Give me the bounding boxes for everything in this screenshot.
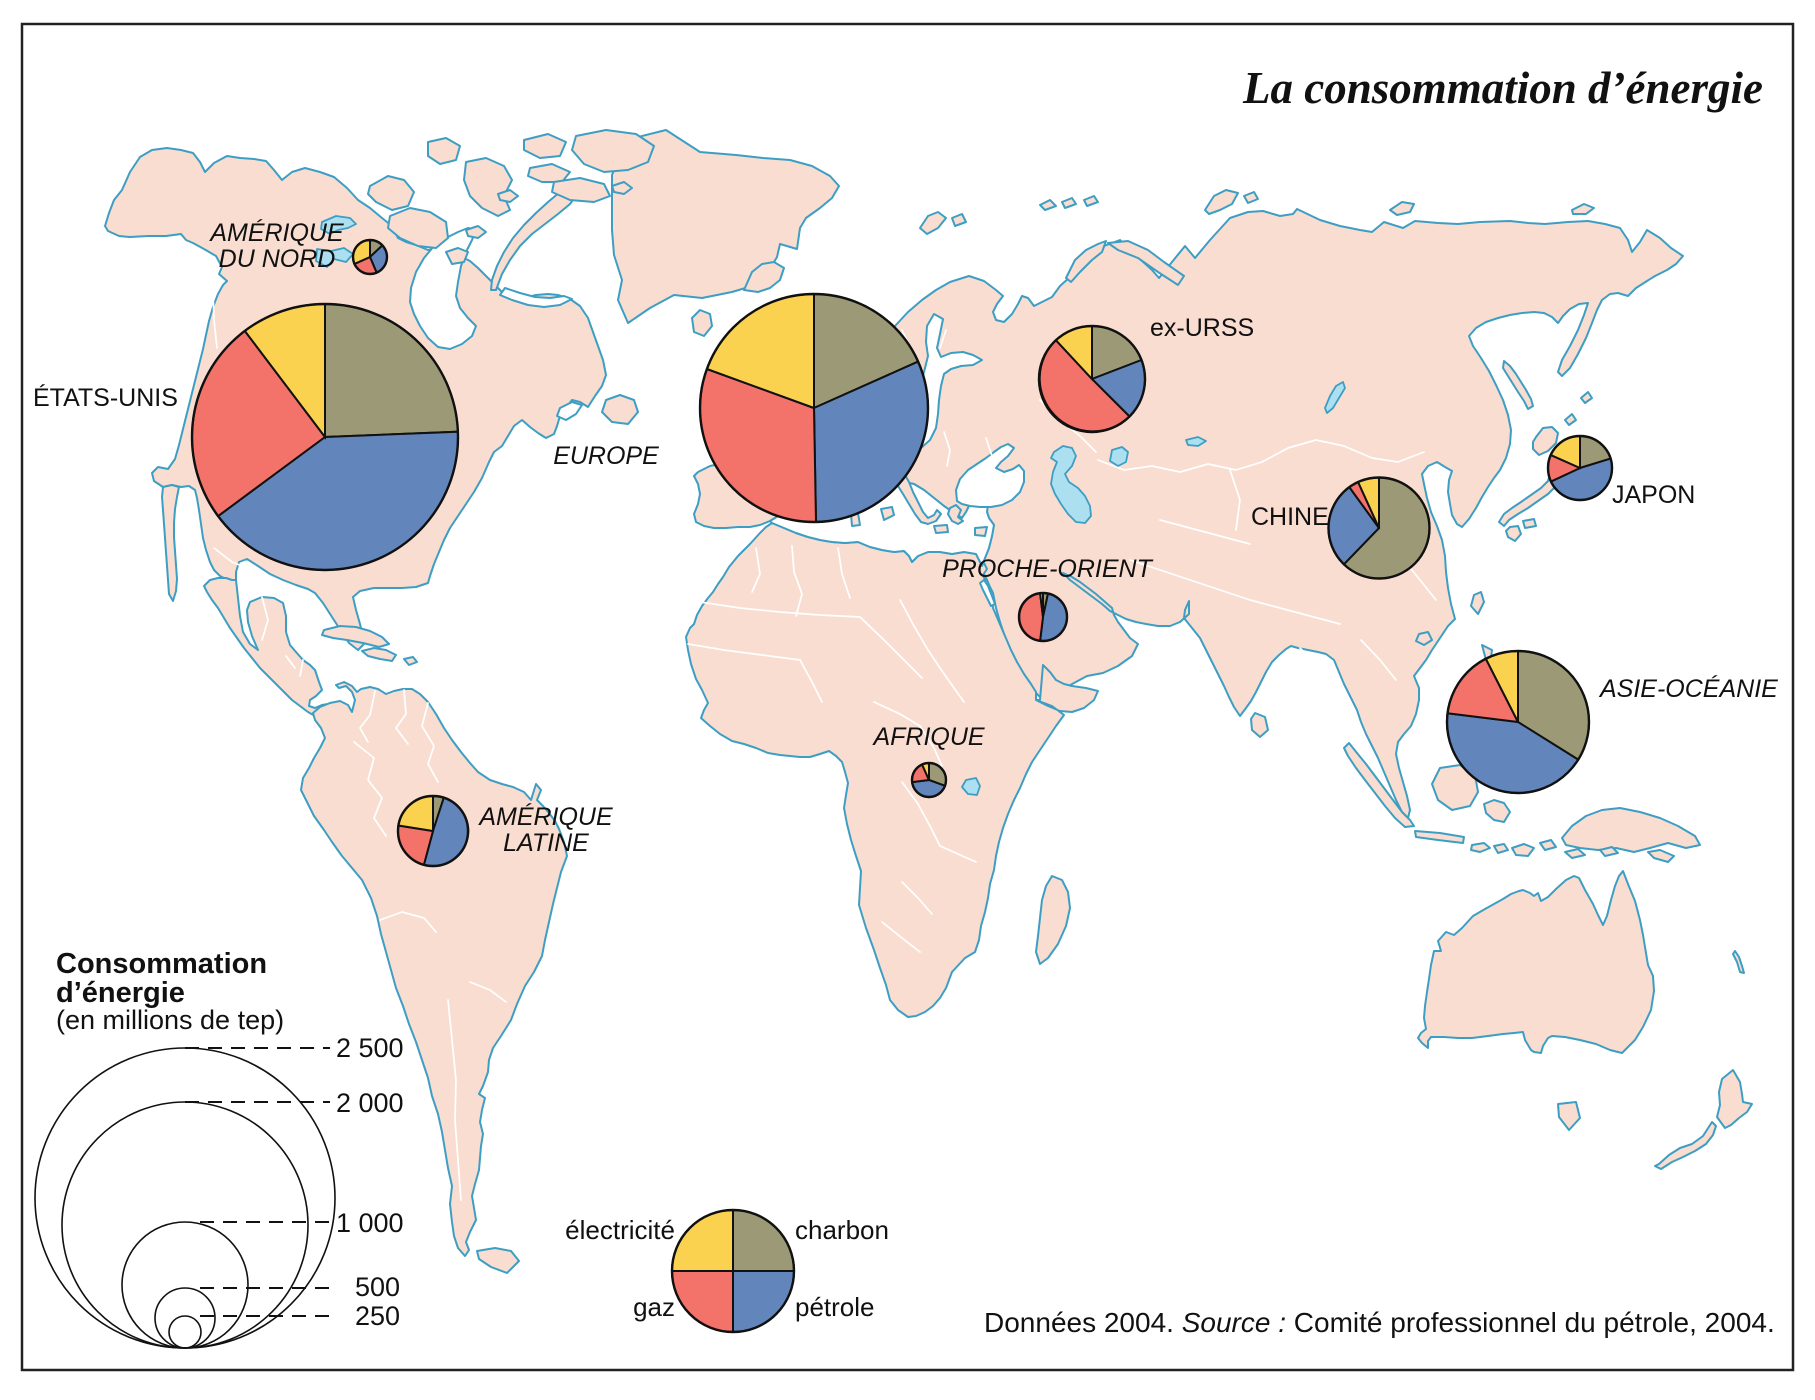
svg-text:EUROPE: EUROPE xyxy=(553,442,659,470)
svg-text:La consommation d’énergie: La consommation d’énergie xyxy=(1242,63,1763,113)
svg-text:AFRIQUE: AFRIQUE xyxy=(871,723,984,751)
svg-text:(en millions de tep): (en millions de tep) xyxy=(56,1005,284,1035)
svg-text:JAPON: JAPON xyxy=(1612,481,1695,509)
svg-text:1 000: 1 000 xyxy=(336,1208,404,1238)
svg-text:LATINE: LATINE xyxy=(503,829,589,857)
svg-text:charbon: charbon xyxy=(795,1215,889,1245)
svg-text:AMÉRIQUE: AMÉRIQUE xyxy=(477,802,613,831)
svg-text:2 500: 2 500 xyxy=(336,1033,404,1063)
svg-text:d’énergie: d’énergie xyxy=(56,977,185,1009)
svg-text:CHINE: CHINE xyxy=(1251,503,1329,531)
svg-text:ÉTATS-UNIS: ÉTATS-UNIS xyxy=(33,383,178,412)
svg-text:électricité: électricité xyxy=(565,1215,675,1245)
svg-text:2 000: 2 000 xyxy=(336,1088,404,1118)
svg-text:ASIE-OCÉANIE: ASIE-OCÉANIE xyxy=(1598,674,1778,703)
svg-text:250: 250 xyxy=(355,1301,400,1331)
svg-text:Données 2004. Source : Comité: Données 2004. Source : Comité profession… xyxy=(984,1307,1775,1338)
svg-text:gaz: gaz xyxy=(633,1292,675,1322)
svg-text:500: 500 xyxy=(355,1272,400,1302)
svg-text:Consommation: Consommation xyxy=(56,948,267,980)
svg-text:AMÉRIQUE: AMÉRIQUE xyxy=(208,218,344,247)
svg-text:pétrole: pétrole xyxy=(795,1292,875,1322)
svg-text:ex-URSS: ex-URSS xyxy=(1150,314,1254,342)
svg-text:PROCHE-ORIENT: PROCHE-ORIENT xyxy=(942,555,1153,583)
svg-text:DU NORD: DU NORD xyxy=(219,245,336,273)
